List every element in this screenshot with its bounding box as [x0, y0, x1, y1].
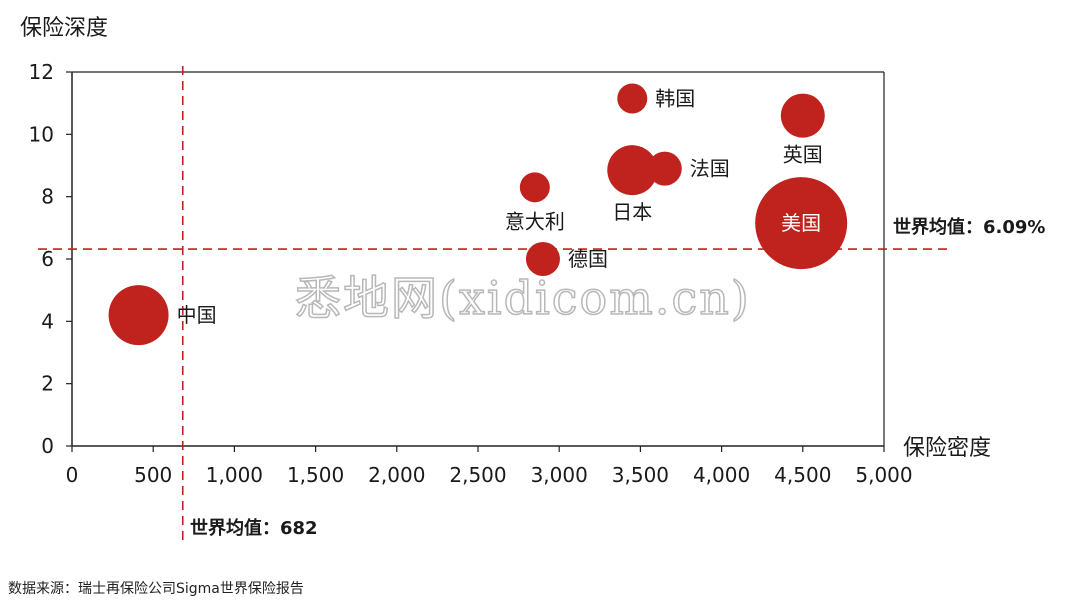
chart-axes: 0 500 1,000 1,500 2,000 2,500 3,000 3,500 4,000 4…	[29, 60, 913, 487]
y-tick-label: 6	[41, 247, 54, 271]
y-tick-label: 0	[41, 434, 54, 458]
bubble-label: 美国	[781, 211, 821, 235]
x-tick-label: 3,000	[531, 463, 588, 487]
bubble-4	[647, 151, 682, 186]
bubble-1	[525, 242, 560, 276]
reference-lines	[38, 66, 952, 540]
y-tick-label: 4	[41, 309, 54, 333]
y-tick-label: 10	[29, 122, 54, 146]
y-tick-label: 8	[41, 185, 54, 209]
watermark: 悉地网(xidicom.cn)	[294, 270, 751, 326]
x-axis-title: 保险密度	[903, 436, 992, 461]
bubbles	[108, 83, 848, 346]
bubble-label: 德国	[568, 247, 608, 271]
bubble-label: 日本	[612, 200, 652, 224]
x-tick-label: 0	[66, 463, 79, 487]
y-tick-label: 2	[41, 372, 54, 396]
x-tick-label: 3,500	[612, 463, 669, 487]
bubble-3	[607, 145, 658, 196]
world-average-density-label: 世界均值：682	[190, 518, 318, 539]
bubble-label: 英国	[783, 143, 823, 167]
x-tick-label: 2,500	[449, 463, 506, 487]
bubble-label: 意大利	[505, 209, 565, 233]
bubble-label: 中国	[177, 303, 217, 327]
x-tick-label: 4,000	[693, 463, 750, 487]
x-tick-label: 5,000	[855, 463, 912, 487]
y-axis-title: 保险深度	[20, 16, 109, 41]
x-tick-label: 4,500	[774, 463, 831, 487]
x-tick-label: 500	[134, 463, 172, 487]
source-note: 数据来源：瑞士再保险公司Sigma世界保险报告	[8, 581, 304, 597]
bubble-2	[519, 172, 550, 203]
x-tick-label: 1,500	[287, 463, 344, 487]
bubble-5	[617, 83, 648, 114]
world-average-depth-label: 世界均值：6.09%	[893, 217, 1046, 238]
bubble-label: 法国	[690, 157, 730, 181]
bubble-7	[755, 177, 848, 270]
bubble-0	[108, 285, 169, 346]
bubble-label: 韩国	[655, 86, 695, 110]
x-tick-label: 2,000	[368, 463, 425, 487]
bubble-6	[780, 93, 825, 138]
x-tick-label: 1,000	[206, 463, 263, 487]
y-tick-label: 12	[29, 60, 54, 84]
